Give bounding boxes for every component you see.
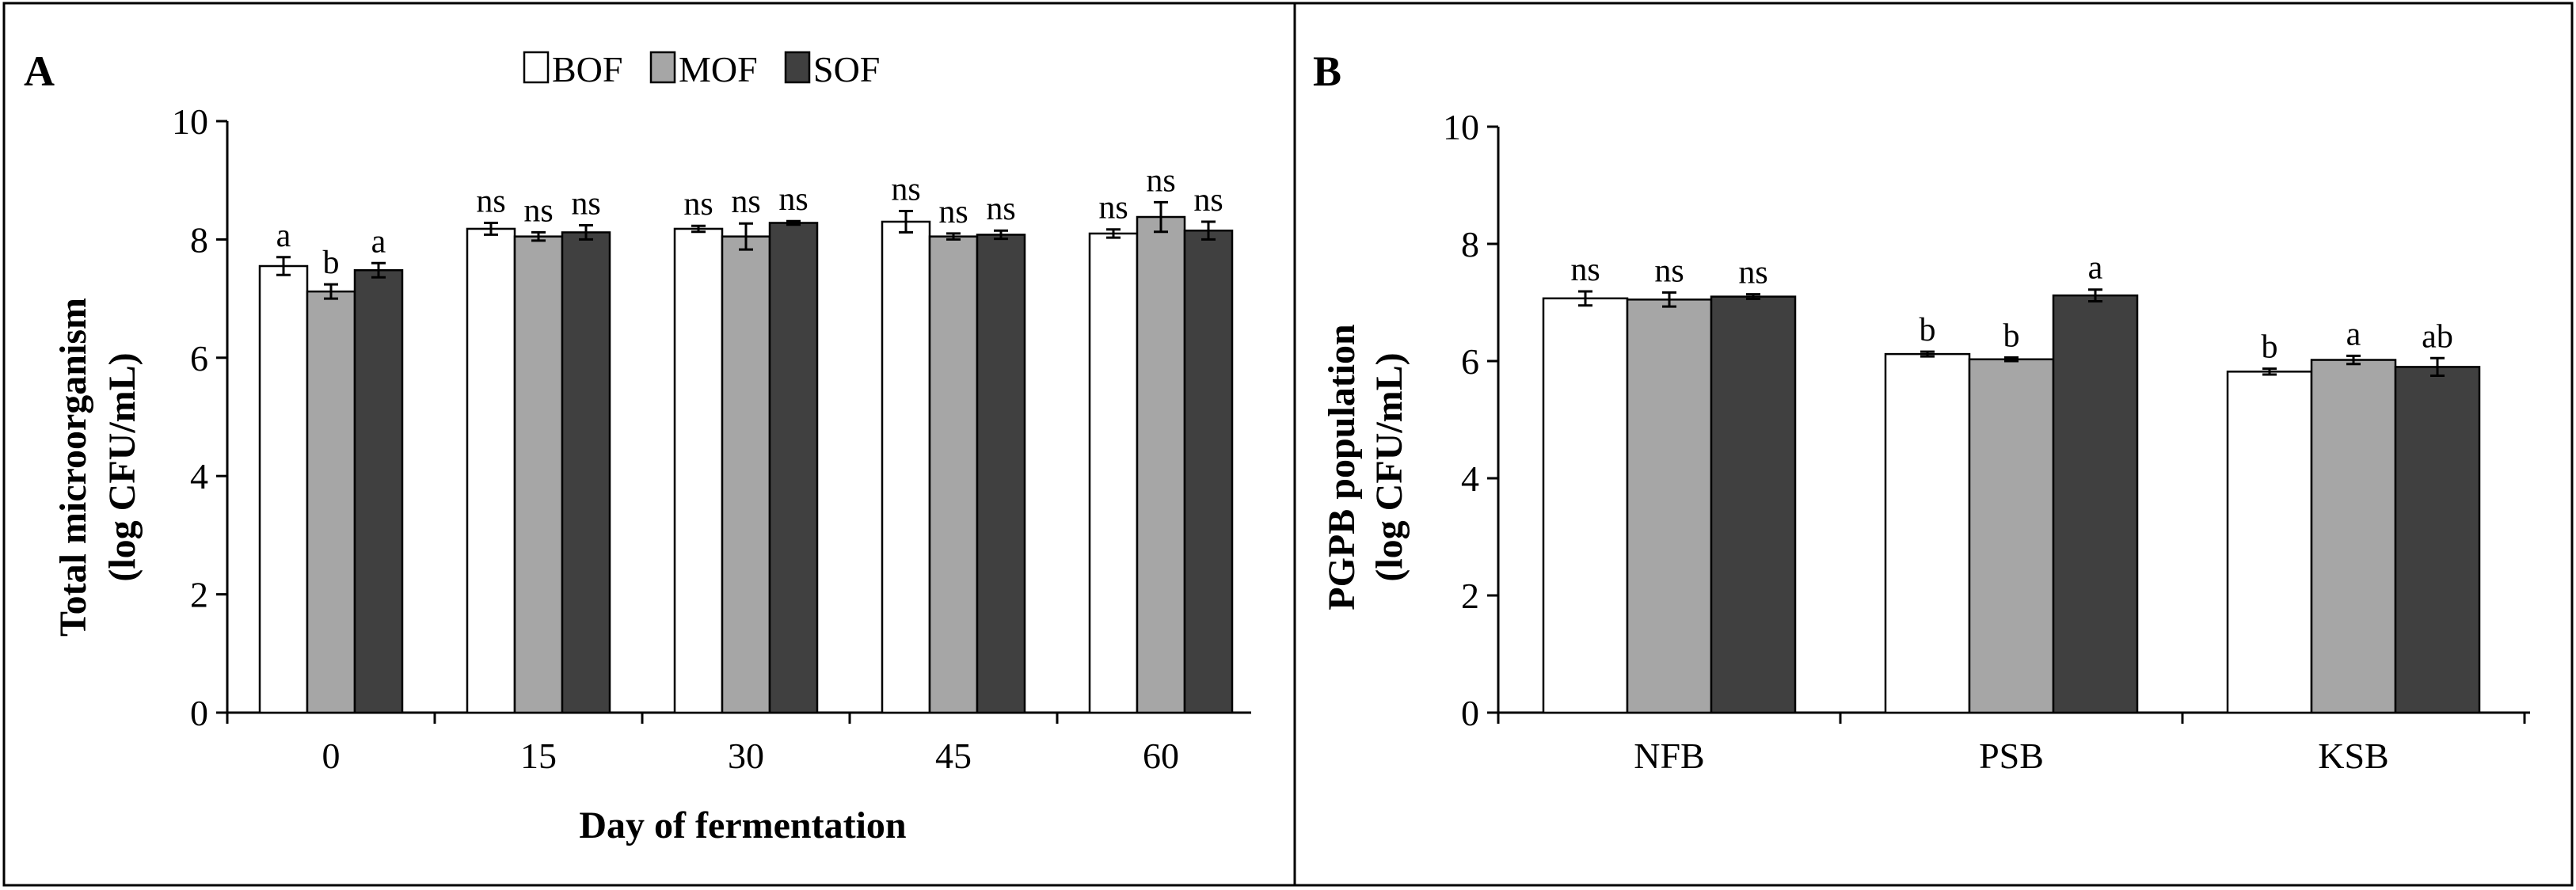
panel-b-bar-bof-2 xyxy=(2226,371,2313,714)
legend-swatch-sof xyxy=(784,51,811,84)
panel-a-xtick-label: 60 xyxy=(1143,736,1179,776)
panel-b-sig-label-sof-0: ns xyxy=(1738,255,1767,291)
panel-b-xtick-label: NFB xyxy=(1634,736,1704,776)
panel-a-xtick-label: 30 xyxy=(728,736,764,776)
panel-a-xlabel: Day of fermentation xyxy=(579,804,906,846)
panel-a-sig-label-bof-4: ns xyxy=(1098,190,1128,226)
panel-a-xtick-label: 45 xyxy=(935,736,972,776)
panel-b-ytick-label: 6 xyxy=(1461,341,1479,382)
panel-a-bar-mof-2 xyxy=(721,235,771,714)
panel-a-xtick-label: 0 xyxy=(322,736,341,776)
panel-b-sig-label-sof-2: ab xyxy=(2422,318,2453,355)
panel-b-ylabel-line1: PGPB population xyxy=(1321,324,1363,610)
panel-b-bar-sof-2 xyxy=(2394,366,2481,714)
panel-a-sig-label-mof-3: ns xyxy=(938,194,968,230)
panel-a-sig-label-bof-3: ns xyxy=(891,172,920,208)
panel-a-sig-label-mof-4: ns xyxy=(1146,162,1175,199)
panel-a-bar-mof-4 xyxy=(1136,215,1186,714)
panel-a-bar-mof-1 xyxy=(513,235,564,714)
panel-a-sig-label-mof-1: ns xyxy=(523,192,553,229)
panel-b-bar-mof-0 xyxy=(1626,299,1713,714)
panel-a-xtick-label: 15 xyxy=(520,736,557,776)
panel-a-ytick-label: 6 xyxy=(190,338,208,378)
panel-a-bar-bof-3 xyxy=(881,220,931,714)
legend-swatch-mof xyxy=(649,51,676,84)
panel-b-sig-label-bof-2: b xyxy=(2262,329,2278,366)
panel-b-xtick-label: PSB xyxy=(1979,736,2044,776)
panel-b-bar-mof-2 xyxy=(2310,359,2397,714)
panel-a-sig-label-bof-1: ns xyxy=(476,183,505,219)
legend-swatch-bof xyxy=(523,51,550,84)
panel-b-ylabel-line2: (log CFU/mL) xyxy=(1368,352,1410,581)
panel-a-bar-bof-0 xyxy=(258,264,309,714)
panel-b-xtick-label: KSB xyxy=(2318,736,2388,776)
panel-a-sig-label-sof-4: ns xyxy=(1193,182,1223,219)
panel-a-ylabel-line1: Total microorganism xyxy=(52,298,94,637)
panel-a-bar-bof-1 xyxy=(466,227,516,714)
panel-a-ytick-label: 10 xyxy=(172,101,208,142)
panel-a-ytick-label: 8 xyxy=(190,219,208,260)
panel-b-ytick-label: 4 xyxy=(1461,458,1479,499)
panel-a-sig-label-sof-3: ns xyxy=(986,191,1015,227)
panel-a-sig-label-bof-2: ns xyxy=(683,186,713,222)
legend-label-mof: MOF xyxy=(679,49,758,89)
panel-a-sig-label-sof-0: a xyxy=(371,223,386,260)
panel-b-sig-label-sof-1: a xyxy=(2088,250,2103,287)
panel-b-ytick-label: 0 xyxy=(1461,693,1479,733)
panel-b-letter: B xyxy=(1313,48,1341,95)
panel-a-bar-sof-1 xyxy=(561,231,611,714)
panel-b-plot: 0 2 4 6 8 10 NFB ns ns ns PSB b b a KSB b a ab xyxy=(1443,107,2530,776)
panel-a-bar-sof-2 xyxy=(768,222,819,714)
panel-b-bar-sof-1 xyxy=(2052,294,2139,714)
panel-a-ytick-label: 2 xyxy=(190,575,208,615)
legend-label-sof: SOF xyxy=(813,49,880,89)
panel-b-frame xyxy=(1293,2,2574,887)
legend: BOF MOF SOF xyxy=(523,49,880,89)
panel-b-ytick-label: 8 xyxy=(1461,224,1479,264)
panel-b-bar-mof-1 xyxy=(1968,358,2055,714)
panel-b-sig-label-bof-1: b xyxy=(1920,312,1936,348)
panel-b-sig-label-mof-2: a xyxy=(2346,316,2361,352)
panel-a-ylabel-line2: (log CFU/mL) xyxy=(101,352,143,581)
panel-b-bar-bof-1 xyxy=(1884,352,1971,714)
legend-label-bof: BOF xyxy=(552,49,622,89)
panel-a-sig-label-sof-1: ns xyxy=(571,185,600,222)
panel-a-bar-sof-0 xyxy=(353,268,404,714)
panel-a-bar-mof-0 xyxy=(306,290,356,714)
panel-b-bar-bof-0 xyxy=(1542,297,1629,714)
panel-a-letter: A xyxy=(24,48,55,95)
panel-b-sig-label-mof-0: ns xyxy=(1654,253,1684,289)
panel-a-sig-label-mof-2: ns xyxy=(731,184,760,220)
panel-b-ytick-label: 10 xyxy=(1443,107,1479,147)
panel-b-sig-label-bof-0: ns xyxy=(1570,252,1600,288)
panel-a-sig-label-bof-0: a xyxy=(276,218,291,254)
panel-a-bar-sof-3 xyxy=(976,234,1026,714)
panel-a-bar-sof-4 xyxy=(1183,229,1234,714)
panel-b-sig-label-mof-1: b xyxy=(2003,318,2020,355)
panel-a-bar-mof-3 xyxy=(928,235,979,714)
panel-a-bar-bof-4 xyxy=(1088,232,1139,714)
panel-a-ytick-label: 0 xyxy=(190,693,208,733)
panel-a-sig-label-sof-2: ns xyxy=(778,181,808,218)
panel-b-bar-sof-0 xyxy=(1710,295,1797,714)
panel-b-ytick-label: 2 xyxy=(1461,576,1479,616)
panel-a-sig-label-mof-0: b xyxy=(323,245,340,281)
panel-a-bar-bof-2 xyxy=(673,227,724,714)
panel-a-ytick-label: 4 xyxy=(190,456,208,496)
